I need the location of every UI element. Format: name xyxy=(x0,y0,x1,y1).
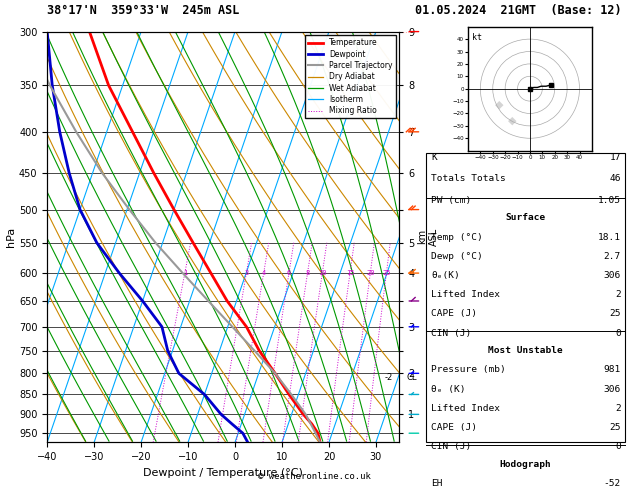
Y-axis label: hPa: hPa xyxy=(6,227,16,247)
Text: 0: 0 xyxy=(615,329,621,338)
Text: 01.05.2024  21GMT  (Base: 12): 01.05.2024 21GMT (Base: 12) xyxy=(415,4,621,17)
Text: 3: 3 xyxy=(244,270,248,276)
Text: 15: 15 xyxy=(346,270,354,276)
Text: 46: 46 xyxy=(610,174,621,184)
Text: CL: CL xyxy=(406,373,417,382)
Text: 2: 2 xyxy=(615,404,621,413)
Text: PW (cm): PW (cm) xyxy=(431,196,472,205)
Text: 0: 0 xyxy=(615,442,621,451)
Text: K: K xyxy=(431,153,437,162)
Text: 10: 10 xyxy=(318,270,326,276)
Text: 25: 25 xyxy=(610,423,621,432)
Text: kt: kt xyxy=(472,33,482,42)
Text: 981: 981 xyxy=(604,365,621,374)
Text: 306: 306 xyxy=(604,271,621,280)
Text: 306: 306 xyxy=(604,384,621,394)
Text: θₑ (K): θₑ (K) xyxy=(431,384,466,394)
Text: 2: 2 xyxy=(615,290,621,299)
Text: 20: 20 xyxy=(366,270,374,276)
Text: 25: 25 xyxy=(610,310,621,318)
Text: Dewp (°C): Dewp (°C) xyxy=(431,252,483,261)
Text: CIN (J): CIN (J) xyxy=(431,329,472,338)
Text: ◆: ◆ xyxy=(508,115,516,125)
X-axis label: Dewpoint / Temperature (°C): Dewpoint / Temperature (°C) xyxy=(143,468,303,478)
Text: Lifted Index: Lifted Index xyxy=(431,404,501,413)
Text: Pressure (mb): Pressure (mb) xyxy=(431,365,506,374)
Text: Totals Totals: Totals Totals xyxy=(431,174,506,184)
Text: θₑ(K): θₑ(K) xyxy=(431,271,460,280)
Text: -52: -52 xyxy=(604,479,621,486)
Text: CIN (J): CIN (J) xyxy=(431,442,472,451)
Text: CAPE (J): CAPE (J) xyxy=(431,310,477,318)
Text: 2.7: 2.7 xyxy=(604,252,621,261)
Text: Most Unstable: Most Unstable xyxy=(488,346,563,355)
Text: 18.1: 18.1 xyxy=(598,232,621,242)
Text: Temp (°C): Temp (°C) xyxy=(431,232,483,242)
Text: 4: 4 xyxy=(262,270,266,276)
Text: 8: 8 xyxy=(306,270,309,276)
Legend: Temperature, Dewpoint, Parcel Trajectory, Dry Adiabat, Wet Adiabat, Isotherm, Mi: Temperature, Dewpoint, Parcel Trajectory… xyxy=(304,35,396,118)
Text: ◆: ◆ xyxy=(495,99,504,109)
Text: Surface: Surface xyxy=(506,213,545,222)
Text: 25: 25 xyxy=(382,270,391,276)
Text: 17: 17 xyxy=(610,153,621,162)
Text: 1.05: 1.05 xyxy=(598,196,621,205)
Text: 38°17'N  359°33'W  245m ASL: 38°17'N 359°33'W 245m ASL xyxy=(47,4,240,17)
Text: EH: EH xyxy=(431,479,443,486)
Y-axis label: km
ASL: km ASL xyxy=(418,228,439,246)
Text: 1: 1 xyxy=(182,270,187,276)
Text: Lifted Index: Lifted Index xyxy=(431,290,501,299)
Text: 6: 6 xyxy=(287,270,291,276)
Text: CAPE (J): CAPE (J) xyxy=(431,423,477,432)
Text: © weatheronline.co.uk: © weatheronline.co.uk xyxy=(258,472,371,481)
Text: -2: -2 xyxy=(384,373,392,382)
Text: Hodograph: Hodograph xyxy=(499,460,552,469)
